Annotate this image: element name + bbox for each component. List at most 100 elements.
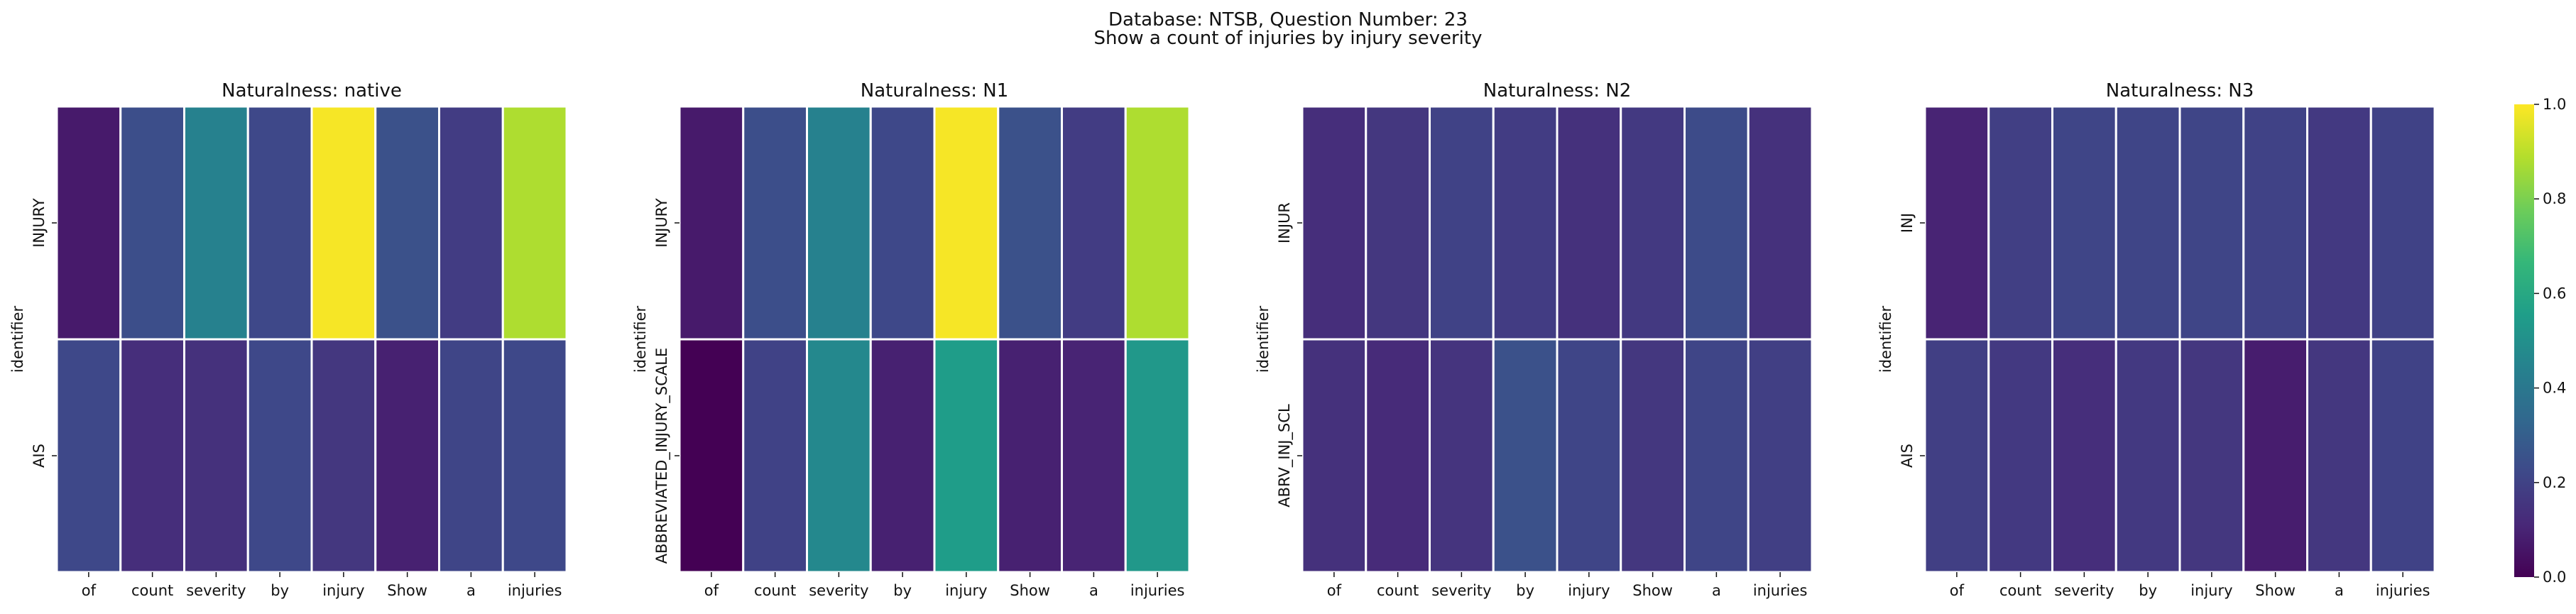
x-tick-label: by bbox=[271, 582, 289, 599]
heatmap-cell bbox=[1556, 338, 1622, 574]
heatmap-cell bbox=[1620, 338, 1686, 574]
heatmap-cell bbox=[1987, 105, 2053, 341]
heatmap-panel: Naturalness: N2 of count severity by injury Sh… bbox=[1255, 80, 1813, 599]
heatmap-cell bbox=[1620, 105, 1686, 341]
x-tick-label: injury bbox=[945, 582, 987, 599]
colorbar-tick-label: 1.0 bbox=[2543, 96, 2566, 113]
x-tick-label: a bbox=[2335, 582, 2344, 599]
heatmap-cell bbox=[1124, 105, 1191, 341]
heatmap-cell bbox=[1365, 338, 1431, 574]
heatmap-cell bbox=[2051, 338, 2117, 574]
heatmap-cell bbox=[119, 338, 185, 574]
heatmap-cell bbox=[1061, 338, 1127, 574]
y-axis-label: identifier bbox=[632, 306, 649, 373]
heatmap-cell bbox=[869, 338, 936, 574]
heatmap-cell bbox=[678, 105, 745, 341]
heatmap-cell bbox=[374, 105, 440, 341]
figure-title-line1: Database: NTSB, Question Number: 23 bbox=[1108, 9, 1468, 31]
heatmap-cell bbox=[438, 105, 504, 341]
x-tick-label: a bbox=[466, 582, 476, 599]
y-axis-label: identifier bbox=[1255, 306, 1272, 373]
heatmap-cell bbox=[2178, 338, 2245, 574]
x-tick-label: injuries bbox=[2376, 582, 2430, 599]
heatmap-cell bbox=[1923, 338, 1990, 574]
x-tick-label: count bbox=[1377, 582, 1419, 599]
heatmap-cell bbox=[501, 105, 568, 341]
y-tick-label: INJURY bbox=[653, 198, 670, 248]
heatmap-cell bbox=[997, 338, 1063, 574]
x-tick-label: a bbox=[1712, 582, 1721, 599]
y-tick-label: INJ bbox=[1899, 213, 1916, 233]
heatmap-cell bbox=[310, 105, 377, 341]
y-tick-label: AIS bbox=[1899, 444, 1916, 468]
colorbar-tick-label: 0.2 bbox=[2543, 474, 2566, 491]
x-tick-label: injuries bbox=[508, 582, 562, 599]
heatmap-cell bbox=[997, 105, 1063, 341]
heatmap-cell bbox=[55, 338, 122, 574]
heatmap-cell bbox=[1061, 105, 1127, 341]
y-tick-label: INJURY bbox=[31, 198, 48, 248]
heatmap-cell bbox=[1492, 105, 1559, 341]
heatmap-cell bbox=[806, 105, 872, 341]
y-tick-label: ABRV_INJ_SCL bbox=[1276, 404, 1294, 508]
y-axis-label: identifier bbox=[1877, 306, 1894, 373]
y-tick-label: ABBREVIATED_INJURY_SCALE bbox=[653, 348, 671, 564]
x-tick-label: Show bbox=[2255, 582, 2296, 599]
heatmap-cell bbox=[374, 338, 440, 574]
heatmap-cell bbox=[2242, 338, 2308, 574]
heatmap-cell bbox=[1747, 105, 1813, 341]
heatmap-cell bbox=[1429, 338, 1495, 574]
x-tick-label: by bbox=[2139, 582, 2157, 599]
heatmap-cell bbox=[2114, 105, 2181, 341]
heatmap-cell bbox=[1365, 105, 1431, 341]
y-tick-label: INJUR bbox=[1276, 202, 1293, 243]
x-tick-label: injury bbox=[1568, 582, 1610, 599]
x-tick-label: injury bbox=[322, 582, 364, 599]
heatmap-cell bbox=[2242, 105, 2308, 341]
heatmap-cell bbox=[742, 338, 808, 574]
heatmap-cell bbox=[119, 105, 185, 341]
heatmap-cell bbox=[1301, 105, 1368, 341]
x-tick-label: of bbox=[704, 582, 719, 599]
x-tick-label: injuries bbox=[1130, 582, 1185, 599]
x-tick-label: of bbox=[1950, 582, 1965, 599]
heatmap-cell bbox=[2306, 105, 2372, 341]
colorbar-tick-label: 0.0 bbox=[2543, 569, 2566, 586]
x-tick-label: count bbox=[131, 582, 173, 599]
heatmap-cell bbox=[678, 338, 745, 574]
x-tick-label: Show bbox=[1010, 582, 1050, 599]
heatmap-cell bbox=[1492, 338, 1559, 574]
panel-title: Naturalness: N3 bbox=[2106, 80, 2254, 102]
panel-title: Naturalness: N2 bbox=[1483, 80, 1631, 102]
heatmap-cell bbox=[183, 105, 249, 341]
heatmap-panel: Naturalness: N3 of count severity by injury Sh… bbox=[1877, 80, 2436, 599]
heatmap-cell bbox=[438, 338, 504, 574]
heatmap-cell bbox=[246, 338, 313, 574]
x-tick-label: a bbox=[1089, 582, 1098, 599]
colorbar-tick-label: 0.8 bbox=[2543, 190, 2566, 207]
heatmap-cell bbox=[806, 338, 872, 574]
colorbar-scale bbox=[2514, 104, 2534, 577]
heatmap-cell bbox=[1747, 338, 1813, 574]
heatmap-cell bbox=[869, 105, 936, 341]
x-tick-label: Show bbox=[387, 582, 427, 599]
heatmap-panel: Naturalness: N1 of count severity by injury Sh… bbox=[632, 80, 1191, 599]
heatmap-panel: Naturalness: native of count severity by inju… bbox=[9, 80, 568, 599]
heatmap-cell bbox=[1301, 338, 1368, 574]
heatmap-cell bbox=[2178, 105, 2245, 341]
x-tick-label: by bbox=[893, 582, 912, 599]
panel-title: Naturalness: N1 bbox=[861, 80, 1008, 102]
x-tick-label: Show bbox=[1632, 582, 1673, 599]
heatmap-cell bbox=[1923, 105, 1990, 341]
heatmap-cell bbox=[501, 338, 568, 574]
heatmap-cell bbox=[310, 338, 377, 574]
heatmap-cell bbox=[933, 338, 1000, 574]
y-axis-label: identifier bbox=[9, 306, 26, 373]
heatmap-cell bbox=[2369, 338, 2436, 574]
heatmap-cell bbox=[1987, 338, 2053, 574]
heatmap-cell bbox=[1683, 105, 1750, 341]
colorbar: 0.0 0.2 0.4 0.6 0.8 1.0 bbox=[2514, 96, 2566, 586]
heatmap-cell bbox=[2114, 338, 2181, 574]
x-tick-label: severity bbox=[1431, 582, 1491, 599]
